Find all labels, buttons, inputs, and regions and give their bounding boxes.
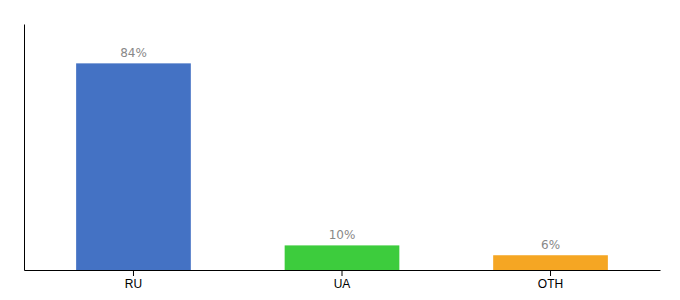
data-label: 10% [329, 228, 356, 242]
x-tick-label: UA [334, 277, 351, 291]
x-tick: OTH [538, 270, 563, 291]
bar [493, 255, 608, 270]
bar [76, 63, 191, 270]
x-axis: RU UA OTH [25, 270, 661, 291]
chart: 84% 10% 6% RU UA OTH [0, 0, 680, 300]
plot: 84% 10% 6% RU UA OTH [25, 25, 661, 291]
bar [285, 245, 400, 270]
x-tick-mark [133, 270, 134, 276]
x-tick: RU [125, 270, 142, 291]
x-tick-mark [342, 270, 343, 276]
data-label: 6% [541, 238, 560, 252]
y-axis-line [24, 25, 25, 271]
x-tick: UA [334, 270, 351, 291]
data-labels: 84% 10% 6% [120, 46, 560, 252]
x-tick-label: OTH [538, 277, 563, 291]
bars [76, 63, 608, 270]
x-tick-label: RU [125, 277, 142, 291]
x-tick-mark [550, 270, 551, 276]
data-label: 84% [120, 46, 147, 60]
y-axis [24, 25, 25, 271]
